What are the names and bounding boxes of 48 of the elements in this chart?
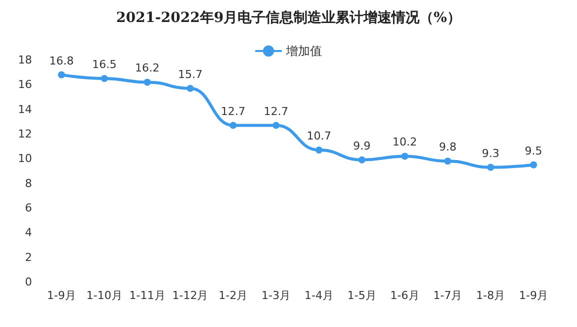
point — [530, 161, 538, 168]
data-label: 9.8 — [438, 140, 456, 154]
y-tick-label: 10 — [18, 152, 32, 166]
data-label: 10.7 — [306, 130, 332, 143]
y-tick-label: 8 — [25, 176, 32, 190]
x-tick-label: 1-4月 — [304, 289, 334, 302]
point — [144, 78, 151, 86]
x-tick-label: 1-5月 — [347, 289, 376, 302]
chart-title: 2021-2022年9月电子信息制造业累计增速情况（%） — [116, 10, 461, 26]
point — [315, 146, 322, 154]
point — [100, 75, 108, 82]
y-tick-label: 2 — [25, 250, 32, 264]
data-label: 16.2 — [135, 62, 160, 75]
x-tick-label: 1-3月 — [262, 289, 291, 302]
point — [444, 158, 452, 165]
x-tick-label: 1-11月 — [129, 289, 166, 302]
x-tick-label: 1-7月 — [433, 289, 462, 302]
x-tick-label: 1-9月 — [46, 289, 76, 302]
x-tick-label: 1-9月 — [519, 289, 548, 302]
data-label: 10.2 — [392, 136, 418, 149]
point — [186, 84, 194, 92]
legend-label: 增加值 — [285, 44, 322, 58]
point — [401, 152, 408, 160]
point — [230, 122, 237, 129]
data-label: 9.3 — [482, 146, 500, 160]
data-label: 16.8 — [49, 54, 74, 68]
data-label: 9.9 — [353, 139, 371, 152]
y-tick-label: 4 — [25, 226, 32, 240]
point — [58, 71, 65, 78]
point — [487, 164, 494, 171]
data-label: 9.5 — [524, 144, 542, 158]
data-label: 16.5 — [92, 58, 117, 71]
y-tick-label: 0 — [25, 276, 32, 288]
data-label: 12.7 — [220, 104, 246, 118]
data-label: 12.7 — [264, 104, 288, 118]
x-tick-label: 1-2月 — [218, 289, 248, 302]
x-tick-label: 1-10月 — [86, 289, 122, 302]
x-tick-label: 1-12月 — [172, 289, 208, 302]
data-label: 15.7 — [178, 68, 202, 81]
y-tick-label: 16 — [18, 78, 32, 92]
x-tick-label: 1-8月 — [476, 289, 506, 302]
point — [272, 122, 280, 129]
point — [358, 156, 366, 164]
y-tick-label: 12 — [18, 128, 32, 140]
x-tick-label: 1-6月 — [390, 289, 420, 302]
y-tick-label: 6 — [25, 202, 32, 214]
y-tick-label: 18 — [18, 54, 32, 66]
y-tick-label: 14 — [18, 102, 32, 116]
